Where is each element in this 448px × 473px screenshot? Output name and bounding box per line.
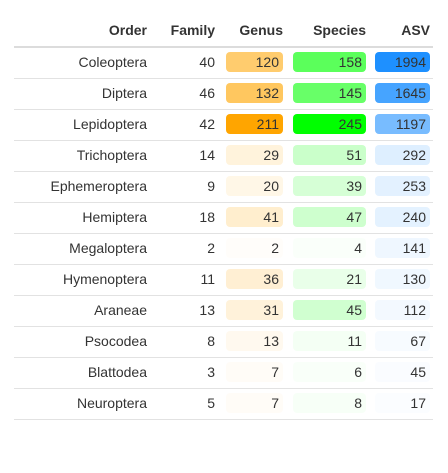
species-cell: 21 [293,269,366,289]
order-cell: Neuroptera [14,395,147,411]
table-row: Psocodea 8 13 11 67 [14,326,433,358]
species-cell: 39 [293,176,366,196]
family-cell: 14 [154,147,215,163]
order-cell: Hymenoptera [14,271,147,287]
table-header: Order Family Genus Species ASV [14,12,433,48]
order-cell: Hemiptera [14,209,147,225]
species-cell: 6 [293,362,366,382]
species-cell: 158 [293,52,366,72]
family-cell: 46 [154,85,215,101]
family-cell: 9 [154,178,215,194]
table-row: Trichoptera 14 29 51 292 [14,140,433,172]
asv-cell: 112 [375,300,430,320]
genus-cell: 7 [226,393,283,413]
order-cell: Ephemeroptera [14,178,147,194]
order-cell: Trichoptera [14,147,147,163]
asv-cell: 45 [375,362,430,382]
family-cell: 11 [154,271,215,287]
asv-cell: 17 [375,393,430,413]
species-cell: 245 [293,114,366,134]
asv-cell: 292 [375,145,430,165]
order-cell: Blattodea [14,364,147,380]
family-cell: 13 [154,302,215,318]
asv-cell: 141 [375,238,430,258]
asv-cell: 1645 [375,83,430,103]
family-cell: 42 [154,116,215,132]
table-row: Coleoptera 40 120 158 1994 [14,47,433,79]
table-row: Diptera 46 132 145 1645 [14,78,433,110]
table-row: Hemiptera 18 41 47 240 [14,202,433,234]
order-cell: Diptera [14,85,147,101]
species-cell: 45 [293,300,366,320]
species-cell: 11 [293,331,366,351]
species-cell: 8 [293,393,366,413]
table-row: Neuroptera 5 7 8 17 [14,388,433,420]
table-row: Lepidoptera 42 211 245 1197 [14,109,433,141]
genus-cell: 20 [226,176,283,196]
genus-cell: 7 [226,362,283,382]
species-cell: 51 [293,145,366,165]
family-cell: 18 [154,209,215,225]
family-cell: 3 [154,364,215,380]
genus-cell: 2 [226,238,283,258]
species-cell: 47 [293,207,366,227]
genus-cell: 36 [226,269,283,289]
species-cell: 4 [293,238,366,258]
order-cell: Lepidoptera [14,116,147,132]
header-family[interactable]: Family [154,22,215,38]
asv-cell: 240 [375,207,430,227]
header-asv[interactable]: ASV [375,22,430,38]
genus-cell: 13 [226,331,283,351]
genus-cell: 31 [226,300,283,320]
table-row: Araneae 13 31 45 112 [14,295,433,327]
family-cell: 40 [154,54,215,70]
genus-cell: 211 [226,114,283,134]
asv-cell: 253 [375,176,430,196]
asv-cell: 1197 [375,114,430,134]
order-cell: Megaloptera [14,240,147,256]
table-row: Megaloptera 2 2 4 141 [14,233,433,265]
asv-cell: 67 [375,331,430,351]
asv-cell: 1994 [375,52,430,72]
genus-cell: 41 [226,207,283,227]
genus-cell: 29 [226,145,283,165]
species-cell: 145 [293,83,366,103]
table-row: Blattodea 3 7 6 45 [14,357,433,389]
header-species[interactable]: Species [293,22,366,38]
family-cell: 5 [154,395,215,411]
table-row: Ephemeroptera 9 20 39 253 [14,171,433,203]
table-row: Hymenoptera 11 36 21 130 [14,264,433,296]
genus-cell: 120 [226,52,283,72]
asv-cell: 130 [375,269,430,289]
header-genus[interactable]: Genus [226,22,283,38]
header-order[interactable]: Order [14,22,147,38]
genus-cell: 132 [226,83,283,103]
family-cell: 2 [154,240,215,256]
family-cell: 8 [154,333,215,349]
order-cell: Psocodea [14,333,147,349]
order-cell: Coleoptera [14,54,147,70]
order-cell: Araneae [14,302,147,318]
